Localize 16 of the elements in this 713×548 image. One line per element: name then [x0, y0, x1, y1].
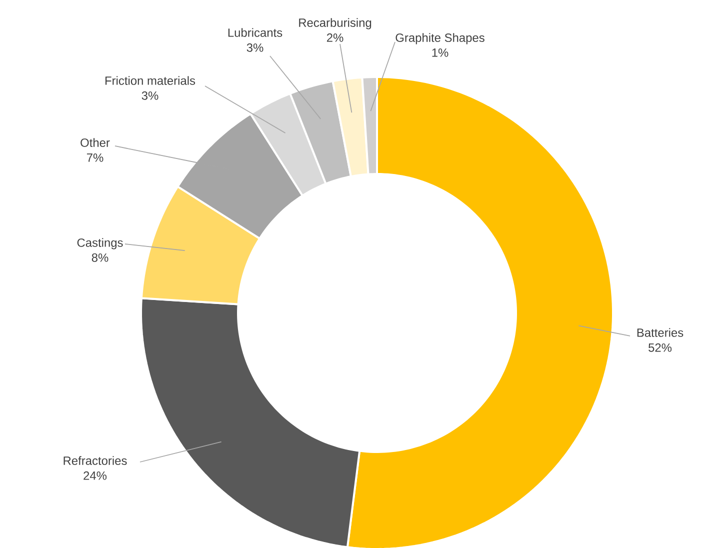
data-label: 2% [326, 33, 344, 42]
slice-label: Castings [77, 238, 123, 250]
slice-label: Lubricants [228, 28, 282, 37]
data-label: 3% [246, 43, 264, 52]
data-label: 7% [86, 153, 104, 162]
slice-label: Refractories [64, 456, 127, 465]
data-label: 24% [84, 471, 107, 480]
slice-label: Recarburising [299, 18, 372, 30]
slice-label: Other [80, 138, 110, 147]
data-label: 52% [648, 343, 672, 352]
slice-label: Batteries [637, 328, 684, 337]
data-label: 1% [432, 48, 448, 57]
data-label: 3% [142, 91, 158, 100]
data-label: 8% [92, 253, 108, 262]
slice-label: Graphite Shapes [396, 33, 484, 44]
slice-label: Friction materials [105, 76, 196, 85]
